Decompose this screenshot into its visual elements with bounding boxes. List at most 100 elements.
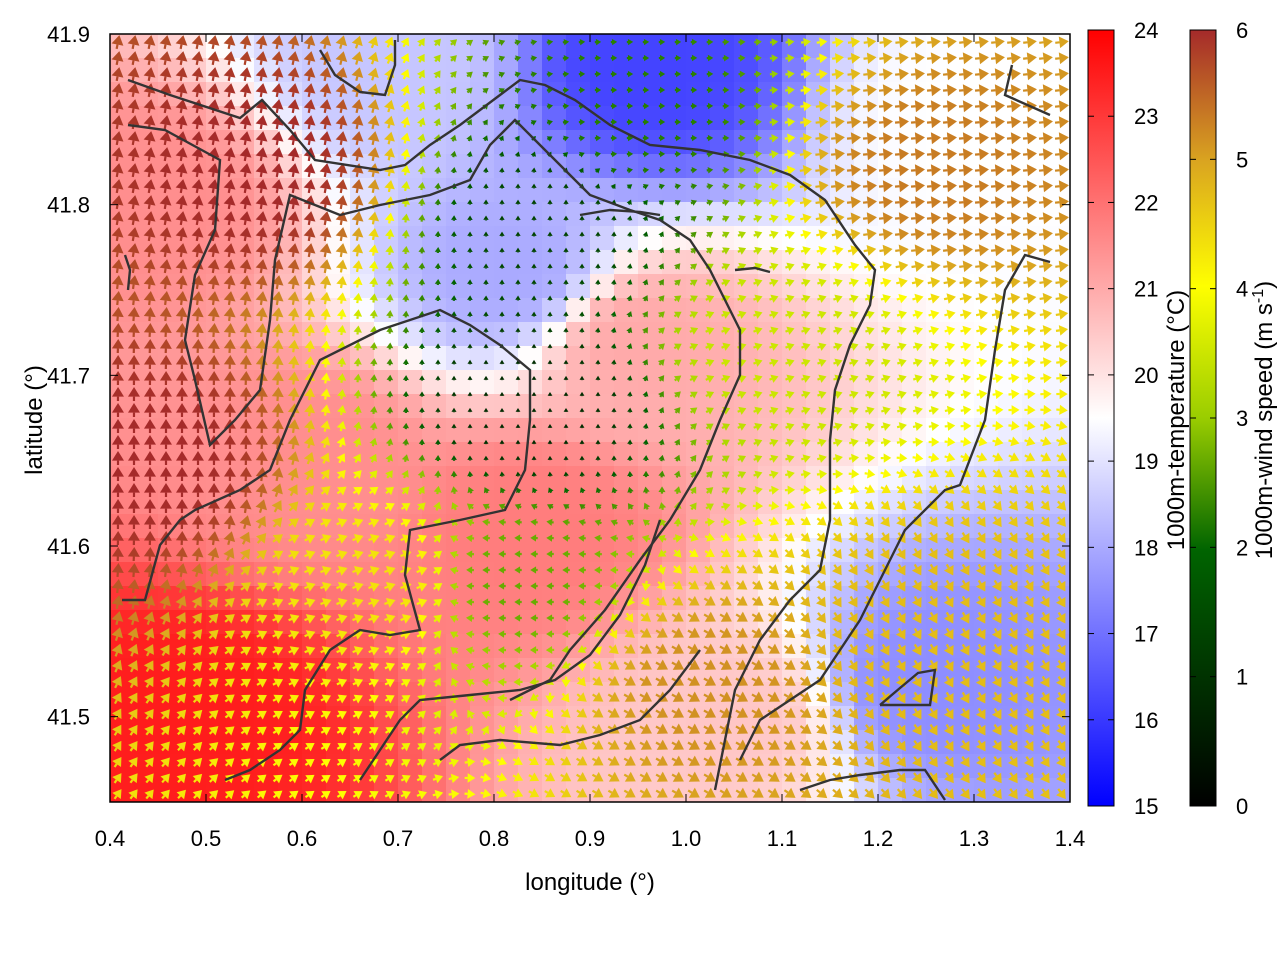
temperature-cell (614, 682, 639, 707)
temperature-cell (710, 82, 735, 107)
wind-arrow-shaft (291, 172, 295, 178)
wind-arrow-shaft (721, 313, 725, 317)
wind-arrow (1022, 52, 1037, 65)
wind-arrow (610, 38, 618, 46)
wind-arrow-head (834, 68, 845, 80)
wind-arrow (335, 99, 348, 114)
temperature-cell (1046, 610, 1070, 635)
wind-arrow-shaft (131, 172, 135, 178)
wind-arrow-shaft (896, 281, 900, 285)
temperature-cell (230, 610, 255, 635)
temperature-cell (590, 322, 615, 347)
temperature-cell (446, 82, 471, 107)
wind-arrow-shaft (865, 345, 869, 349)
temperature-cell (422, 442, 447, 467)
wind-arrow-shaft (371, 124, 375, 130)
temperature-cell (854, 178, 879, 203)
temperature-cell (518, 754, 543, 779)
wind-arrow-shaft (386, 75, 391, 81)
temperature-cell (950, 106, 975, 131)
temperature-cell (542, 634, 567, 659)
wind-arrow-shaft (643, 315, 646, 318)
temperature-cell (422, 634, 447, 659)
temperature-cell (974, 634, 999, 659)
wind-arrow-shaft (307, 60, 311, 66)
wind-arrow (416, 69, 425, 79)
wind-arrow-shaft (1023, 329, 1028, 333)
wind-arrow-head (335, 67, 348, 78)
temperature-cell (686, 58, 711, 83)
wind-arrow-head (595, 38, 602, 46)
temperature-cell (566, 442, 591, 467)
wind-arrow-shaft (355, 156, 359, 162)
temperature-cell (1022, 322, 1047, 347)
temperature-cell (662, 346, 687, 371)
temperature-cell (542, 610, 567, 635)
temperature-cell (422, 490, 447, 515)
wind-arrow-shaft (372, 252, 375, 256)
temperature-cell (1022, 154, 1047, 179)
wind-arrow-shaft (227, 220, 231, 226)
temperature-cell (758, 298, 783, 323)
wind-arrow-head (994, 36, 1005, 49)
wind-arrow-head (175, 35, 188, 46)
wind-arrow-shaft (211, 220, 215, 226)
wind-arrow-head (351, 67, 364, 78)
wind-arrow-head (207, 67, 220, 78)
temperature-cell (590, 490, 615, 515)
temperature-cell (302, 298, 327, 323)
wind-arrow (159, 99, 172, 114)
temperature-cell (590, 514, 615, 539)
wind-arrow-shaft (211, 252, 215, 258)
wind-arrow-shaft (466, 58, 469, 62)
wind-arrow-shaft (275, 44, 279, 50)
wind-arrow-head (819, 69, 828, 80)
temperature-cell (614, 58, 639, 83)
temperature-cell (374, 634, 399, 659)
wind-arrow-shaft (959, 265, 964, 268)
temperature-cell (854, 106, 879, 131)
temperature-cell (422, 466, 447, 491)
wind-arrow-shaft (243, 204, 247, 210)
temperature-cell (182, 538, 207, 563)
temperature-cell (566, 346, 591, 371)
wind-arrow-shaft (815, 185, 820, 188)
wind-arrow-head (739, 86, 746, 94)
temperature-cell (926, 130, 951, 155)
temperature-cell (806, 370, 831, 395)
temperature-cell (158, 58, 183, 83)
wind-arrow-shaft (960, 313, 964, 317)
wind-arrow (674, 70, 682, 78)
wind-arrow-shaft (323, 60, 327, 66)
wind-arrow (175, 35, 188, 50)
wind-arrow-shaft (228, 316, 231, 322)
temperature-cell (926, 586, 951, 611)
wind-arrow-shaft (658, 346, 662, 350)
temperature-cell (806, 58, 831, 83)
temperature-cell (326, 178, 351, 203)
wind-arrow-shaft (386, 59, 391, 64)
wind-arrow-head (111, 35, 124, 46)
temperature-cell (350, 250, 375, 275)
wind-arrow-shaft (689, 329, 693, 333)
temperature-cell (110, 562, 135, 587)
wind-arrow-head (223, 67, 236, 78)
wind-arrow-head (271, 83, 284, 94)
temperature-cell (638, 658, 663, 683)
temperature-cell (398, 322, 423, 347)
wind-arrow-shaft (195, 92, 199, 98)
wind-arrow-shaft (690, 234, 694, 238)
wind-arrow-head (255, 35, 268, 46)
temperature-cell (254, 226, 279, 251)
wind-arrow-shaft (195, 300, 199, 306)
temperature-cell (326, 418, 351, 443)
wind-arrow-head (579, 70, 586, 78)
temperature-cell (782, 370, 807, 395)
temperature-cell (230, 442, 255, 467)
wind-arrow-shaft (339, 252, 343, 258)
wind-arrow-shaft (307, 44, 311, 50)
wind-arrow-shaft (211, 204, 215, 210)
wind-arrow (769, 86, 779, 95)
wind-arrow-shaft (163, 188, 167, 194)
temperature-cell (686, 418, 711, 443)
